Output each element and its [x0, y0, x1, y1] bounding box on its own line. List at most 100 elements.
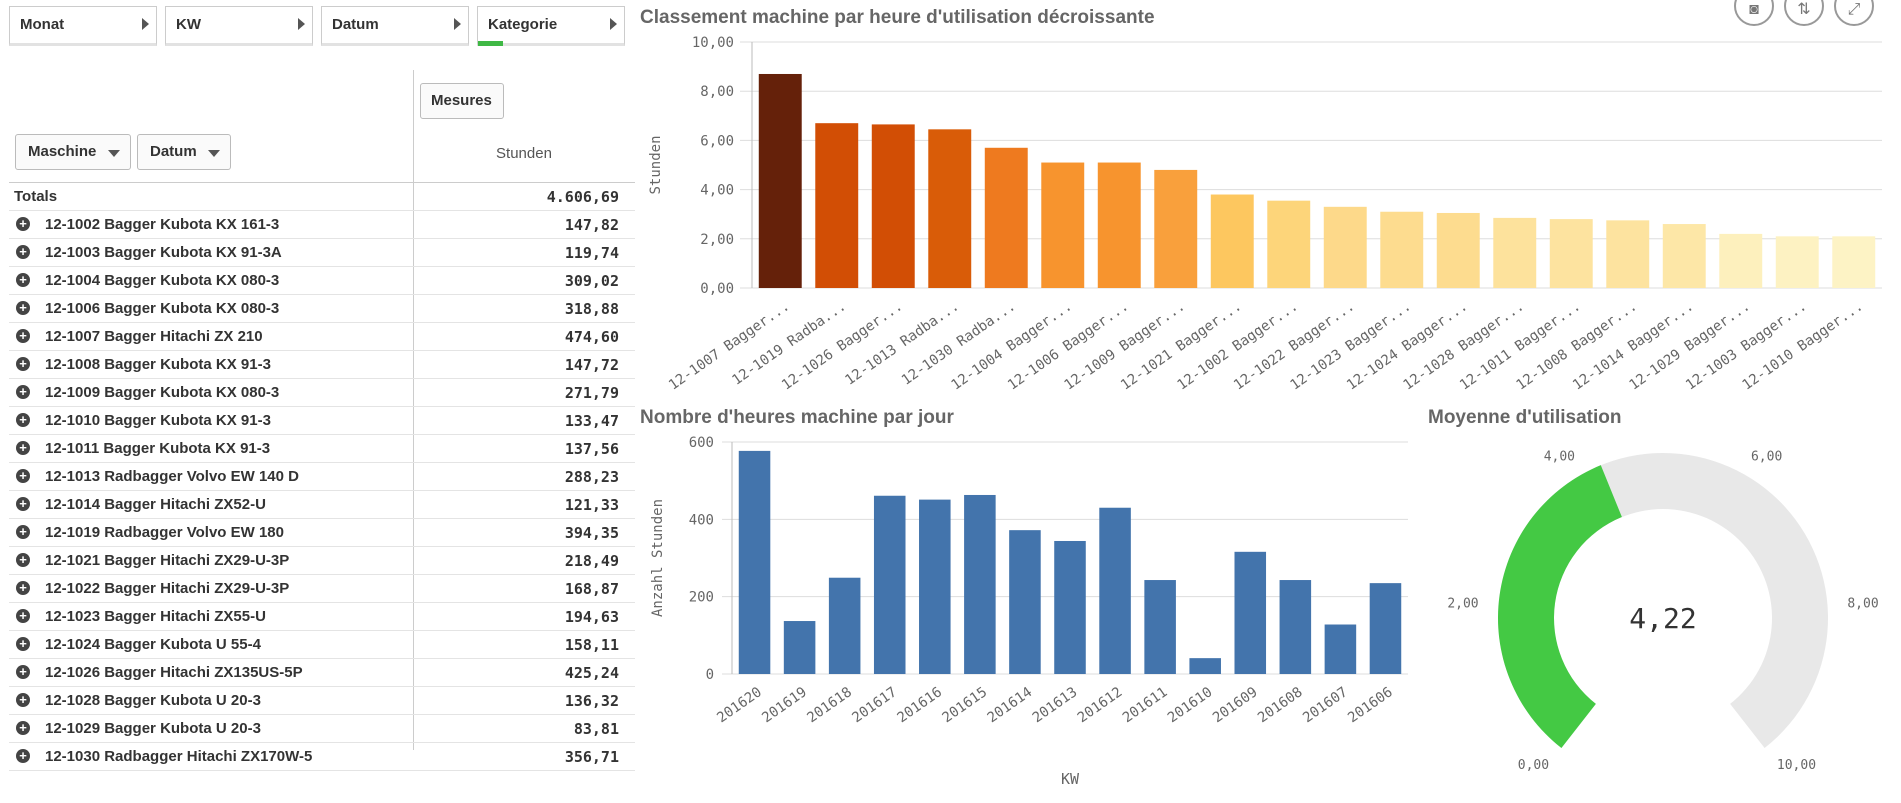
expand-plus-icon[interactable]: + [16, 749, 30, 763]
x-tick-label: 201608 [1255, 684, 1306, 726]
dimension-button-datum[interactable]: Datum [137, 134, 231, 170]
caret-down-icon [108, 150, 120, 157]
expand-icon[interactable]: ⤢ [1834, 0, 1874, 26]
expand-plus-icon[interactable]: + [16, 665, 30, 679]
row-label: 12-1024 Bagger Kubota U 55-4 [45, 636, 261, 653]
row-value: 394,35 [564, 524, 619, 542]
expand-plus-icon[interactable]: + [16, 273, 30, 287]
expand-plus-icon[interactable]: + [16, 525, 30, 539]
row-label: 12-1028 Bagger Kubota U 20-3 [45, 692, 261, 709]
y-tick-label: 0 [706, 667, 714, 683]
bar [1009, 530, 1041, 674]
gauge-tick-label: 8,00 [1847, 597, 1878, 612]
bar [1267, 200, 1311, 288]
filter-monat[interactable]: Monat [9, 6, 157, 46]
expand-plus-icon[interactable]: + [16, 329, 30, 343]
camera-icon[interactable]: ◙ [1734, 0, 1774, 26]
table-row[interactable]: +12-1004 Bagger Kubota KX 080-3 309,02 [9, 267, 635, 295]
measures-button[interactable]: Mesures [420, 83, 504, 119]
row-label: 12-1026 Bagger Hitachi ZX135US-5P [45, 664, 303, 681]
filter-kw[interactable]: KW [165, 6, 313, 46]
filter-bar: Monat KW Datum Kategorie [9, 6, 625, 46]
totals-label: Totals [14, 188, 58, 205]
expand-plus-icon[interactable]: + [16, 441, 30, 455]
gauge-tick-label: 2,00 [1447, 597, 1478, 612]
row-label: 12-1006 Bagger Kubota KX 080-3 [45, 300, 280, 317]
expand-plus-icon[interactable]: + [16, 693, 30, 707]
table-row[interactable]: +12-1008 Bagger Kubota KX 91-3 147,72 [9, 351, 635, 379]
row-label: 12-1002 Bagger Kubota KX 161-3 [45, 216, 280, 233]
dimension-button-maschine[interactable]: Maschine [15, 134, 131, 170]
table-row[interactable]: +12-1028 Bagger Kubota U 20-3 136,32 [9, 687, 635, 715]
utilization-gauge: 0,00 2,00 4,00 6,00 8,00 10,00 4,22 [1447, 449, 1878, 773]
chevron-right-icon [610, 18, 617, 30]
table-row[interactable]: +12-1007 Bagger Hitachi ZX 210 474,60 [9, 323, 635, 351]
totals-value: 4.606,69 [546, 188, 619, 206]
row-value: 309,02 [564, 272, 619, 290]
expand-plus-icon[interactable]: + [16, 245, 30, 259]
filter-label: Kategorie [488, 16, 558, 33]
expand-plus-icon[interactable]: + [16, 357, 30, 371]
expand-plus-icon[interactable]: + [16, 609, 30, 623]
adjust-icon[interactable]: ⇅ [1784, 0, 1824, 26]
expand-plus-icon[interactable]: + [16, 385, 30, 399]
table-row[interactable]: +12-1009 Bagger Kubota KX 080-3 271,79 [9, 379, 635, 407]
y-tick-label: 4,00 [700, 183, 734, 199]
table-row[interactable]: +12-1024 Bagger Kubota U 55-4 158,11 [9, 631, 635, 659]
row-label: 12-1010 Bagger Kubota KX 91-3 [45, 412, 271, 429]
expand-plus-icon[interactable]: + [16, 721, 30, 735]
expand-plus-icon[interactable]: + [16, 413, 30, 427]
table-row[interactable]: +12-1002 Bagger Kubota KX 161-3 147,82 [9, 211, 635, 239]
bar [1549, 219, 1593, 288]
y-tick-label: 6,00 [700, 133, 734, 149]
expand-plus-icon[interactable]: + [16, 301, 30, 315]
bar [1097, 162, 1141, 288]
expand-plus-icon[interactable]: + [16, 217, 30, 231]
filter-datum[interactable]: Datum [321, 6, 469, 46]
y-tick-label: 0,00 [700, 281, 734, 297]
selection-indicator [478, 41, 503, 46]
bar [919, 499, 951, 674]
row-label: 12-1029 Bagger Kubota U 20-3 [45, 720, 261, 737]
x-tick-label: 201606 [1345, 684, 1396, 726]
expand-plus-icon[interactable]: + [16, 469, 30, 483]
x-tick-label: 201617 [849, 684, 900, 726]
expand-plus-icon[interactable]: + [16, 581, 30, 595]
table-row[interactable]: +12-1006 Bagger Kubota KX 080-3 318,88 [9, 295, 635, 323]
table-row[interactable]: +12-1030 Radbagger Hitachi ZX170W-5 356,7… [9, 743, 635, 771]
table-row[interactable]: +12-1021 Bagger Hitachi ZX29-U-3P 218,49 [9, 547, 635, 575]
bar [1234, 551, 1267, 674]
table-row[interactable]: +12-1011 Bagger Kubota KX 91-3 137,56 [9, 435, 635, 463]
table-row[interactable]: +12-1014 Bagger Hitachi ZX52-U 121,33 [9, 491, 635, 519]
filter-kategorie[interactable]: Kategorie [477, 6, 625, 46]
row-label: 12-1003 Bagger Kubota KX 91-3A [45, 244, 282, 261]
dimension-label: Maschine [28, 143, 97, 160]
gauge-tick-label: 6,00 [1751, 449, 1782, 464]
bar [1144, 580, 1176, 674]
table-row[interactable]: +12-1013 Radbagger Volvo EW 140 D 288,23 [9, 463, 635, 491]
row-value: 147,72 [564, 356, 619, 374]
bar [871, 124, 915, 288]
expand-plus-icon[interactable]: + [16, 637, 30, 651]
x-tick-label: 201619 [759, 684, 810, 726]
expand-plus-icon[interactable]: + [16, 497, 30, 511]
pivot-header: Maschine Datum Mesures Stunden [9, 70, 635, 183]
x-tick-label: 201620 [714, 684, 765, 726]
table-row[interactable]: +12-1029 Bagger Kubota U 20-3 83,81 [9, 715, 635, 743]
row-value: 474,60 [564, 328, 619, 346]
dimension-label: Datum [150, 143, 197, 160]
chevron-right-icon [298, 18, 305, 30]
filter-label: KW [176, 16, 201, 33]
table-row[interactable]: +12-1023 Bagger Hitachi ZX55-U 194,63 [9, 603, 635, 631]
table-row[interactable]: +12-1019 Radbagger Volvo EW 180 394,35 [9, 519, 635, 547]
table-row[interactable]: +12-1010 Bagger Kubota KX 91-3 133,47 [9, 407, 635, 435]
bar [1436, 212, 1480, 288]
table-row[interactable]: +12-1003 Bagger Kubota KX 91-3A 119,74 [9, 239, 635, 267]
table-row[interactable]: +12-1026 Bagger Hitachi ZX135US-5P 425,24 [9, 659, 635, 687]
expand-plus-icon[interactable]: + [16, 553, 30, 567]
y-tick-label: 2,00 [700, 232, 734, 248]
table-row[interactable]: +12-1022 Bagger Hitachi ZX29-U-3P 168,87 [9, 575, 635, 603]
measure-header: Stunden [496, 145, 552, 162]
x-tick-label: 201614 [985, 684, 1036, 726]
x-tick-label: 201609 [1210, 684, 1261, 726]
